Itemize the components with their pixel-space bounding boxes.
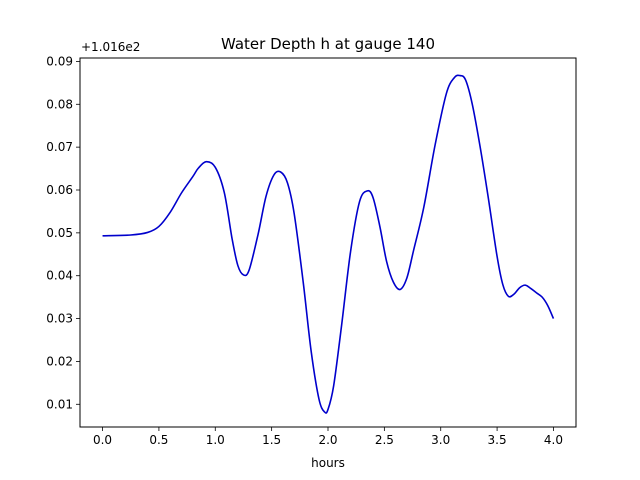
y-tick-label: 0.05 (46, 226, 73, 240)
y-tick-label: 0.01 (46, 397, 73, 411)
series-layer (102, 74, 555, 414)
x-tick-label: 3.5 (488, 433, 507, 447)
x-axis-ticks: 0.0 0.5 1.0 1.5 2.0 2.5 3.0 3.5 4.0 (93, 427, 563, 447)
x-tick-label: 4.0 (544, 433, 563, 447)
y-tick-label: 0.09 (46, 54, 73, 68)
series-line (102, 74, 555, 414)
y-axis-offset-text: +1.016e2 (81, 40, 140, 54)
x-tick-label: 2.0 (318, 433, 337, 447)
x-tick-label: 1.0 (206, 433, 225, 447)
y-tick-label: 0.07 (46, 140, 73, 154)
x-axis-label: hours (311, 456, 345, 470)
x-tick-label: 0.5 (149, 433, 168, 447)
plot-area-frame (79, 57, 577, 428)
y-axis-ticks: 0.01 0.02 0.03 0.04 0.05 0.06 0.07 0.08 0.09 (46, 54, 80, 411)
y-tick-label: 0.08 (46, 97, 73, 111)
y-tick-label: 0.03 (46, 312, 73, 326)
y-tick-label: 0.04 (46, 269, 73, 283)
chart-title: Water Depth h at gauge 140 (221, 35, 435, 53)
y-tick-label: 0.02 (46, 354, 73, 368)
x-tick-label: 2.5 (375, 433, 394, 447)
y-tick-label: 0.06 (46, 183, 73, 197)
x-tick-label: 0.0 (93, 433, 112, 447)
x-tick-label: 3.0 (431, 433, 450, 447)
x-tick-label: 1.5 (262, 433, 281, 447)
